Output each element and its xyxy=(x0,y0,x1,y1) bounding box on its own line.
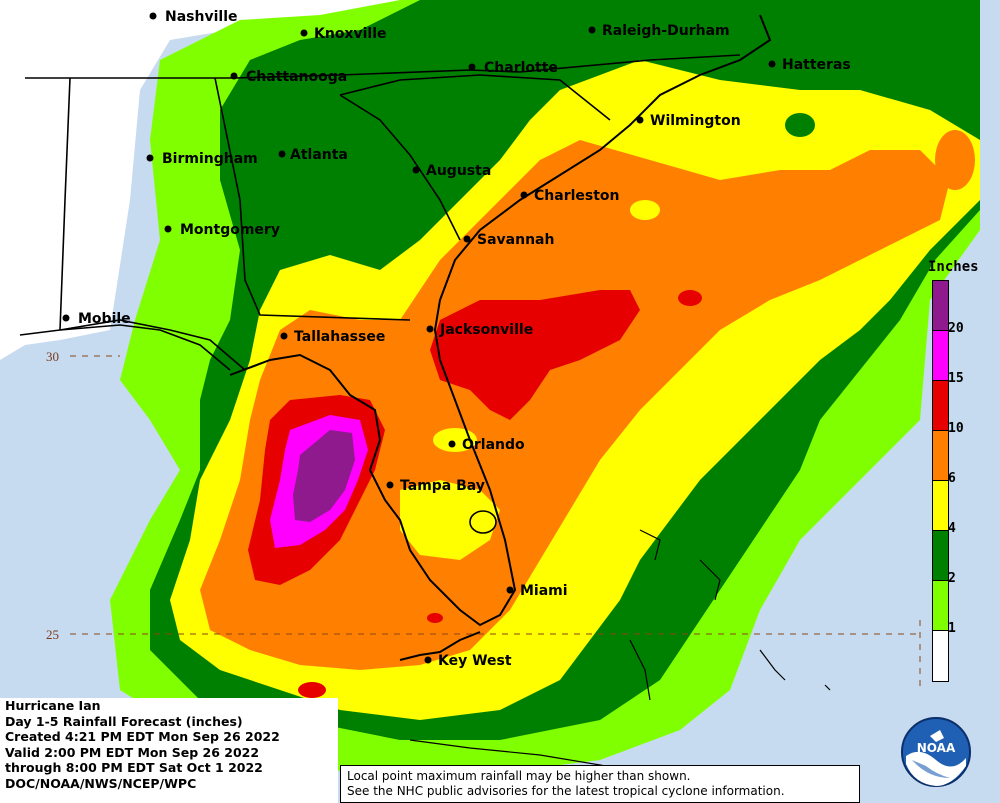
city-label: Hatteras xyxy=(782,57,851,73)
city-dot xyxy=(412,166,420,174)
legend-color-box xyxy=(932,530,949,581)
city-dot xyxy=(146,154,154,162)
legend-color-box xyxy=(932,580,949,631)
legend-color-box xyxy=(932,480,949,531)
city-label: Savannah xyxy=(477,232,554,248)
city-dot xyxy=(278,150,286,158)
city-dot xyxy=(280,332,288,340)
lake-okeechobee xyxy=(469,510,497,534)
city-label: Tallahassee xyxy=(294,329,385,345)
latitude-grid xyxy=(70,355,921,690)
legend-color-box xyxy=(932,630,949,682)
city-label: Raleigh-Durham xyxy=(602,23,730,39)
city-dot xyxy=(636,116,644,124)
rain-zone-6-10 xyxy=(200,140,950,670)
rain-zone-below-1 xyxy=(0,0,400,360)
city-label: Atlanta xyxy=(290,147,348,163)
city-dot xyxy=(448,440,456,448)
legend-tick-label: 15 xyxy=(948,371,964,386)
city-dot xyxy=(164,225,172,233)
city-label: Jacksonville xyxy=(439,322,533,338)
legend-title: Inches xyxy=(928,259,979,275)
city-label: Nashville xyxy=(165,9,237,25)
legend-color-box xyxy=(932,330,949,381)
city-dot xyxy=(463,235,471,243)
rain-spot-red xyxy=(678,290,702,306)
legend-tick-label: 1 xyxy=(948,621,956,636)
product-name: Day 1-5 Rainfall Forecast (inches) xyxy=(5,713,243,729)
city-label: Montgomery xyxy=(180,222,280,238)
city-dot xyxy=(149,12,157,20)
rain-spot-yellow xyxy=(630,200,660,220)
latitude-label: 25 xyxy=(46,627,59,642)
legend-color-box xyxy=(932,430,949,481)
rain-spot-yellow xyxy=(400,480,500,560)
disclaimer-line: See the NHC public advisories for the la… xyxy=(347,784,785,798)
legend-color-box xyxy=(932,380,949,431)
disclaimer-line: Local point maximum rainfall may be high… xyxy=(347,769,691,783)
city-dot xyxy=(768,60,776,68)
legend-tick-label: 6 xyxy=(948,471,956,486)
city-label: Charlotte xyxy=(484,60,558,76)
rain-spot-green xyxy=(785,113,815,137)
city-dot xyxy=(426,325,434,333)
city-label: Mobile xyxy=(78,311,131,327)
rain-spot-red xyxy=(427,613,443,623)
disclaimer-box: Local point maximum rainfall may be high… xyxy=(340,765,860,803)
city-dot xyxy=(386,481,394,489)
city-label: Chattanooga xyxy=(246,69,347,85)
city-dot xyxy=(506,586,514,594)
coastline xyxy=(19,324,231,371)
city-dot xyxy=(520,191,528,199)
source-agency: DOC/NOAA/NWS/NCEP/WPC xyxy=(5,775,197,791)
city-label: Birmingham xyxy=(162,151,258,167)
coastline xyxy=(229,14,772,627)
storm-name: Hurricane Ian xyxy=(5,698,101,713)
rain-zone-20-plus xyxy=(293,430,355,522)
city-dot xyxy=(62,314,70,322)
latitude-label: 30 xyxy=(46,349,59,364)
rain-zone-10-15-east xyxy=(430,290,640,420)
rain-spot-red xyxy=(298,682,326,698)
city-dot xyxy=(588,26,596,34)
created-time: Created 4:21 PM EDT Mon Sep 26 2022 xyxy=(5,729,280,745)
city-dot xyxy=(230,72,238,80)
legend-tick-label: 20 xyxy=(948,321,964,336)
coastline xyxy=(399,631,481,661)
city-label: Tampa Bay xyxy=(400,478,485,494)
city-label: Key West xyxy=(438,653,512,669)
valid-time: Valid 2:00 PM EDT Mon Sep 26 2022 xyxy=(5,744,260,760)
city-label: Augusta xyxy=(426,163,491,179)
city-dot xyxy=(468,63,476,71)
city-dot xyxy=(300,29,308,37)
legend-tick-label: 10 xyxy=(948,421,964,436)
svg-text:NOAA: NOAA xyxy=(917,741,956,755)
city-label: Orlando xyxy=(462,437,525,453)
info-panel: Hurricane Ian Day 1-5 Rainfall Forecast … xyxy=(0,698,338,803)
city-label: Knoxville xyxy=(314,26,386,42)
rain-spot-green xyxy=(935,130,975,190)
city-label: Miami xyxy=(520,583,568,599)
legend-tick-label: 2 xyxy=(948,571,956,586)
bahamas-islands xyxy=(629,529,831,701)
legend-tick-label: 4 xyxy=(948,521,956,536)
city-label: Charleston xyxy=(534,188,620,204)
legend: Inches 20 15 10 6 4 2 1 xyxy=(924,256,996,688)
through-time: through 8:00 PM EDT Sat Oct 1 2022 xyxy=(5,760,263,776)
city-markers: Nashville Knoxville Raleigh-Durham Chattano… xyxy=(62,9,851,669)
city-dot xyxy=(424,656,432,664)
city-label: Wilmington xyxy=(650,113,741,129)
rain-spot-yellow xyxy=(433,428,477,452)
legend-color-box xyxy=(932,280,949,331)
noaa-logo: NOAA xyxy=(901,717,971,787)
